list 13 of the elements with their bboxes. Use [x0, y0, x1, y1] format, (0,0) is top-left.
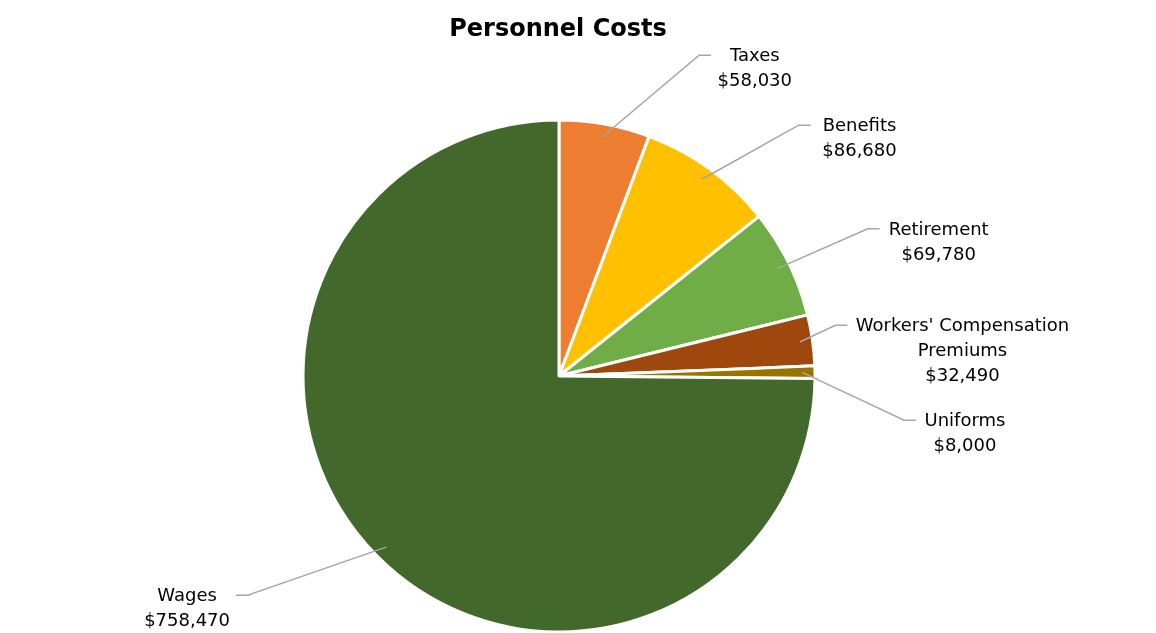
slice-label: Workers' Compensation Premiums	[855, 314, 1070, 361]
data-label: $32,490	[925, 364, 1000, 386]
data-label: $58,030	[717, 69, 793, 91]
slice-label: Benefits	[822, 114, 897, 136]
slice-label: Uniforms	[924, 409, 1006, 431]
chart-title: Personnel Costs	[449, 14, 667, 42]
slice-label: Wages	[157, 584, 217, 606]
data-label: $69,780	[901, 242, 976, 264]
data-label: $758,470	[144, 609, 231, 631]
data-label: $8,000	[933, 434, 997, 456]
slice-label: Retirement	[888, 217, 989, 239]
slice-label: Taxes	[729, 44, 780, 66]
data-label: $86,680	[822, 139, 897, 161]
